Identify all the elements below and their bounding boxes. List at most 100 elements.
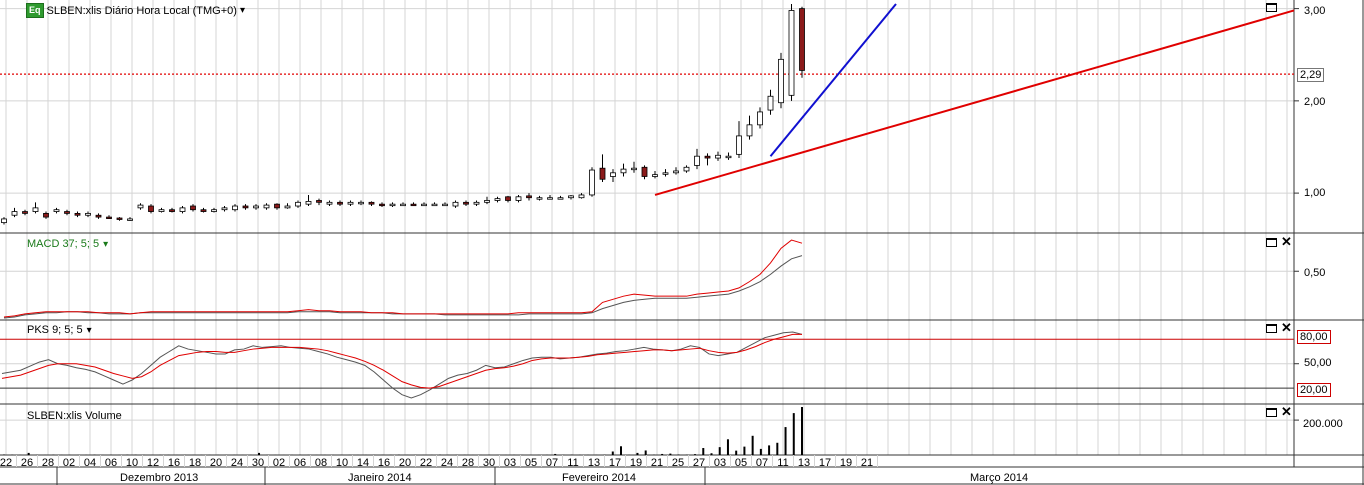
candle-body (274, 203, 280, 209)
candle-body (599, 167, 606, 180)
x-tick-label: 26 (21, 457, 33, 469)
maximize-icon[interactable] (1266, 324, 1277, 333)
candle-body (578, 194, 585, 199)
candle-body (757, 111, 763, 126)
maximize-icon[interactable] (1266, 3, 1277, 12)
candle-body (232, 205, 238, 211)
candlestick (326, 200, 333, 207)
candle-body (652, 174, 658, 177)
candle-body (631, 167, 637, 171)
candlestick (715, 151, 721, 161)
x-tick-label: 05 (735, 457, 747, 469)
x-tick-label: 20 (210, 457, 222, 469)
candle-body (484, 200, 490, 203)
candlestick (242, 204, 249, 210)
candle-body (116, 217, 123, 220)
chart-marks (0, 3, 1295, 455)
price-panel-header[interactable]: Eq SLBEN:xlis Diário Hora Local (TMG+0) … (26, 3, 245, 18)
candlestick (421, 202, 427, 207)
x-tick-label: 25 (672, 457, 684, 469)
candle-body (431, 203, 438, 207)
candlestick (599, 154, 606, 183)
x-tick-label: 05 (525, 457, 537, 469)
candle-body (515, 196, 522, 201)
volume-panel-title: SLBEN:xlis Volume (27, 410, 122, 422)
candle-body (746, 124, 753, 137)
x-tick-label: 27 (693, 457, 705, 469)
candlestick (368, 201, 375, 207)
candle-body (11, 211, 18, 216)
candle-body (106, 216, 112, 219)
candlestick (788, 4, 795, 101)
candle-body (253, 205, 259, 209)
maximize-icon[interactable] (1266, 408, 1277, 417)
macd-series-line (3, 255, 803, 319)
maximize-icon[interactable] (1266, 238, 1277, 247)
x-tick-label: 02 (273, 457, 285, 469)
candle-body (463, 201, 469, 205)
y-tick-label: 3,00 (1304, 5, 1326, 17)
candlestick (211, 207, 217, 213)
candle-body (284, 205, 291, 209)
y-tick-label: 2,00 (1304, 96, 1326, 108)
candlestick (778, 52, 784, 109)
chevron-down-icon[interactable]: ▾ (86, 324, 92, 336)
candlestick (662, 169, 669, 177)
candle-body (127, 218, 133, 221)
candlestick (116, 217, 123, 221)
candlestick (673, 167, 679, 175)
level-label-low: 20,00 (1297, 383, 1331, 397)
candlestick (704, 153, 711, 166)
macd-panel-header[interactable]: MACD 37; 5; 5 ▾ (27, 238, 108, 250)
candlestick (799, 6, 805, 78)
candlestick (410, 202, 417, 207)
candle-body (452, 201, 459, 207)
candlestick (284, 203, 291, 209)
candlestick (253, 204, 259, 210)
candle-body (547, 197, 553, 200)
candlestick (578, 193, 585, 199)
candlestick (316, 198, 322, 206)
close-icon[interactable]: ✕ (1281, 234, 1292, 249)
y-tick-label: 200.000 (1303, 418, 1343, 430)
candlestick (389, 202, 396, 207)
close-icon[interactable]: ✕ (1281, 404, 1292, 419)
candle-body (526, 195, 532, 199)
candle-body (295, 201, 301, 207)
candlestick (1, 217, 7, 225)
candlestick (725, 152, 732, 160)
candle-body (337, 201, 343, 205)
candle-body (799, 8, 805, 71)
x-tick-label: 18 (189, 457, 201, 469)
candle-body (64, 211, 70, 214)
x-tick-label: 13 (588, 457, 600, 469)
candlestick (631, 161, 637, 173)
chevron-down-icon[interactable]: ▾ (239, 5, 245, 16)
candlestick (190, 204, 196, 212)
pks-panel-header[interactable]: PKS 9; 5; 5 ▾ (27, 324, 92, 336)
candlestick (158, 207, 165, 213)
candle-body (673, 170, 679, 174)
candlestick (473, 200, 480, 207)
candle-body (179, 207, 186, 212)
volume-panel-header: SLBEN:xlis Volume (27, 406, 122, 424)
candlestick (137, 203, 144, 210)
candle-body (242, 205, 249, 209)
candlestick (221, 206, 228, 212)
candle-body (473, 201, 480, 205)
candlestick (64, 209, 70, 216)
equity-badge-icon: Eq (26, 3, 44, 18)
axes: 22 26 28 02 04 06 10 12 16 18 20 24 30 02 06 08 10 14 16 20… (0, 8, 1299, 485)
candlestick (452, 200, 459, 208)
chevron-down-icon[interactable]: ▾ (103, 238, 109, 250)
candlestick (610, 169, 616, 183)
candle-body (442, 203, 448, 207)
candlestick (85, 211, 91, 218)
x-tick-label: 17 (609, 457, 621, 469)
x-tick-label: 07 (546, 457, 558, 469)
close-icon[interactable]: ✕ (1281, 320, 1292, 335)
candle-body (610, 172, 616, 177)
candlestick (11, 207, 18, 218)
x-tick-label: 10 (336, 457, 348, 469)
x-tick-label: 30 (252, 457, 264, 469)
